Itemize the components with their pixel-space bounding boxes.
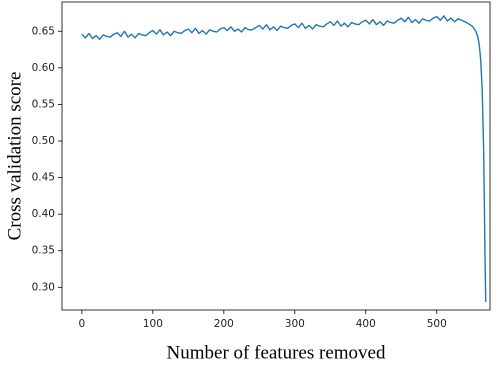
x-tick-label: 100 (143, 318, 163, 330)
y-axis-label: Cross validation score (4, 72, 25, 241)
y-tick-label: 0.35 (32, 245, 55, 257)
series-line (81, 15, 487, 302)
plot-frame (61, 1, 491, 311)
x-axis-label: Number of features removed (167, 342, 386, 363)
y-tick-label: 0.55 (32, 98, 55, 110)
x-tick-label: 200 (214, 318, 234, 330)
x-tick-label: 0 (79, 318, 86, 330)
y-tick-label: 0.60 (32, 62, 55, 74)
y-tick-label: 0.65 (32, 25, 55, 37)
x-tick-label: 400 (356, 318, 376, 330)
y-tick-label: 0.45 (32, 172, 55, 184)
y-tick-label: 0.40 (32, 208, 55, 220)
x-tick-label: 300 (285, 318, 305, 330)
y-tick-label: 0.50 (32, 135, 55, 147)
x-tick-label: 500 (427, 318, 447, 330)
y-tick-label: 0.30 (32, 281, 55, 293)
